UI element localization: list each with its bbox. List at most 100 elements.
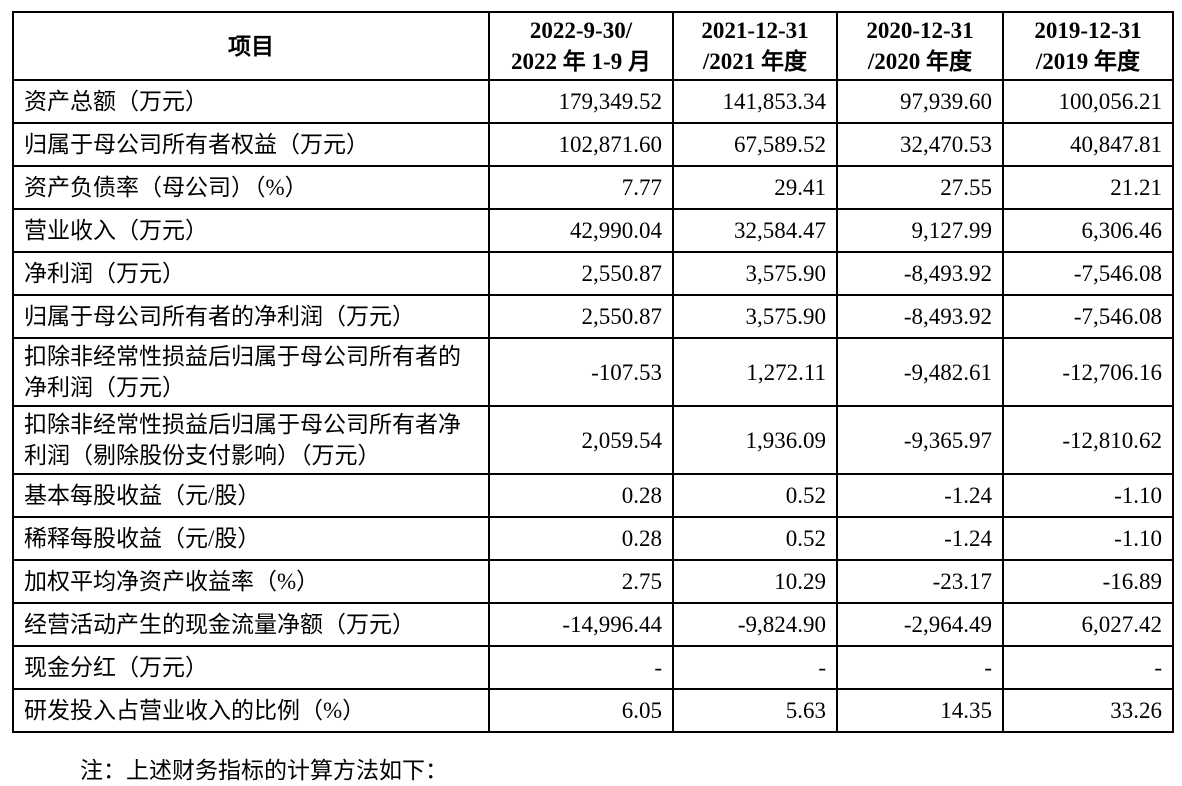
row-label: 归属于母公司所有者权益（万元） (12, 122, 490, 167)
value-cell: -107.53 (488, 337, 674, 407)
table-row: 归属于母公司所有者权益（万元） 102,871.60 67,589.52 32,470… (12, 122, 1174, 167)
value-cell: -1.10 (1002, 516, 1174, 561)
value-cell: 141,853.34 (672, 79, 838, 124)
value-cell: 5.63 (672, 688, 838, 733)
value-cell: -2,964.49 (836, 602, 1004, 647)
value-cell: 0.52 (672, 516, 838, 561)
header-line: 2021-12-31 (701, 18, 809, 43)
header-cell: 2022-9-30/2022 年 1-9 月 (488, 11, 674, 81)
value-cell: 0.28 (488, 516, 674, 561)
header-line: /2020 年度 (867, 49, 973, 74)
table-row: 资产负债率（母公司）（%） 7.77 29.41 27.55 21.21 (12, 165, 1174, 210)
table-row: 经营活动产生的现金流量净额（万元） -14,996.44 -9,824.90 -2,9… (12, 602, 1174, 647)
value-cell: 32,584.47 (672, 208, 838, 253)
value-cell: 27.55 (836, 165, 1004, 210)
value-cell: -16.89 (1002, 559, 1174, 604)
header-row: 项目 2022-9-30/2022 年 1-9 月 2021-12-31/2021 … (12, 11, 1174, 81)
value-cell: 9,127.99 (836, 208, 1004, 253)
row-label: 稀释每股收益（元/股） (12, 516, 490, 561)
value-cell: 179,349.52 (488, 79, 674, 124)
row-label: 资产负债率（母公司）（%） (12, 165, 490, 210)
header-cell: 项目 (12, 11, 490, 81)
row-label: 加权平均净资产收益率（%） (12, 559, 490, 604)
value-cell: 6.05 (488, 688, 674, 733)
value-cell: 67,589.52 (672, 122, 838, 167)
table-row: 现金分红（万元） - - - - (12, 645, 1174, 690)
value-cell: -9,365.97 (836, 405, 1004, 475)
value-cell: -14,996.44 (488, 602, 674, 647)
value-cell: 2.75 (488, 559, 674, 604)
table-row: 扣除非经常性损益后归属于母公司所有者的净利润（万元） -107.53 1,272.1… (12, 337, 1174, 407)
page: 项目 2022-9-30/2022 年 1-9 月 2021-12-31/2021 … (12, 11, 1174, 783)
value-cell: - (1002, 645, 1174, 690)
value-cell: -8,493.92 (836, 251, 1004, 296)
header-line: 2022 年 1-9 月 (511, 49, 651, 74)
value-cell: -23.17 (836, 559, 1004, 604)
value-cell: 6,306.46 (1002, 208, 1174, 253)
header-cell: 2021-12-31/2021 年度 (672, 11, 838, 81)
row-label: 资产总额（万元） (12, 79, 490, 124)
value-cell: 6,027.42 (1002, 602, 1174, 647)
row-label: 扣除非经常性损益后归属于母公司所有者的净利润（万元） (12, 337, 490, 407)
value-cell: -1.10 (1002, 473, 1174, 518)
value-cell: 29.41 (672, 165, 838, 210)
table-row: 扣除非经常性损益后归属于母公司所有者净利润（剔除股份支付影响）（万元） 2,059… (12, 405, 1174, 475)
header-cell: 2019-12-31/2019 年度 (1002, 11, 1174, 81)
value-cell: 0.28 (488, 473, 674, 518)
table-body: 资产总额（万元） 179,349.52 141,853.34 97,939.60 100… (12, 79, 1174, 733)
value-cell: 2,550.87 (488, 251, 674, 296)
table-row: 营业收入（万元） 42,990.04 32,584.47 9,127.99 6,306.… (12, 208, 1174, 253)
value-cell: - (672, 645, 838, 690)
value-cell: -7,546.08 (1002, 294, 1174, 339)
value-cell: 1,936.09 (672, 405, 838, 475)
row-label: 基本每股收益（元/股） (12, 473, 490, 518)
row-label: 营业收入（万元） (12, 208, 490, 253)
header-line: 项目 (228, 33, 274, 59)
table-row: 研发投入占营业收入的比例（%） 6.05 5.63 14.35 33.26 (12, 688, 1174, 733)
header-line: /2021 年度 (702, 49, 808, 74)
table-row: 归属于母公司所有者的净利润（万元） 2,550.87 3,575.90 -8,493.… (12, 294, 1174, 339)
value-cell: -12,706.16 (1002, 337, 1174, 407)
value-cell: 0.52 (672, 473, 838, 518)
row-label: 扣除非经常性损益后归属于母公司所有者净利润（剔除股份支付影响）（万元） (12, 405, 490, 475)
table-row: 稀释每股收益（元/股） 0.28 0.52 -1.24 -1.10 (12, 516, 1174, 561)
row-label: 净利润（万元） (12, 251, 490, 296)
row-label: 研发投入占营业收入的比例（%） (12, 688, 490, 733)
value-cell: 2,550.87 (488, 294, 674, 339)
value-cell: 33.26 (1002, 688, 1174, 733)
header-cell: 2020-12-31/2020 年度 (836, 11, 1004, 81)
value-cell: -9,824.90 (672, 602, 838, 647)
value-cell: -8,493.92 (836, 294, 1004, 339)
value-cell: 40,847.81 (1002, 122, 1174, 167)
value-cell: - (836, 645, 1004, 690)
value-cell: -1.24 (836, 516, 1004, 561)
note: 注：上述财务指标的计算方法如下： (80, 758, 448, 783)
table-row: 资产总额（万元） 179,349.52 141,853.34 97,939.60 100… (12, 79, 1174, 124)
value-cell: 100,056.21 (1002, 79, 1174, 124)
value-cell: 2,059.54 (488, 405, 674, 475)
value-cell: 3,575.90 (672, 251, 838, 296)
value-cell: 7.77 (488, 165, 674, 210)
value-cell: -7,546.08 (1002, 251, 1174, 296)
value-cell: -12,810.62 (1002, 405, 1174, 475)
value-cell: - (488, 645, 674, 690)
table-row: 基本每股收益（元/股） 0.28 0.52 -1.24 -1.10 (12, 473, 1174, 518)
value-cell: 97,939.60 (836, 79, 1004, 124)
row-label: 经营活动产生的现金流量净额（万元） (12, 602, 490, 647)
header-line: 2022-9-30/ (529, 18, 633, 43)
value-cell: 21.21 (1002, 165, 1174, 210)
header-line: 2019-12-31 (1034, 18, 1142, 43)
value-cell: -1.24 (836, 473, 1004, 518)
value-cell: 102,871.60 (488, 122, 674, 167)
financial-table: 项目 2022-9-30/2022 年 1-9 月 2021-12-31/2021 … (12, 11, 1174, 733)
value-cell: -9,482.61 (836, 337, 1004, 407)
row-label: 现金分红（万元） (12, 645, 490, 690)
value-cell: 1,272.11 (672, 337, 838, 407)
value-cell: 3,575.90 (672, 294, 838, 339)
header-line: 2020-12-31 (866, 18, 974, 43)
header-line: /2019 年度 (1035, 49, 1141, 74)
value-cell: 42,990.04 (488, 208, 674, 253)
table-row: 净利润（万元） 2,550.87 3,575.90 -8,493.92 -7,546.0… (12, 251, 1174, 296)
row-label: 归属于母公司所有者的净利润（万元） (12, 294, 490, 339)
value-cell: 10.29 (672, 559, 838, 604)
